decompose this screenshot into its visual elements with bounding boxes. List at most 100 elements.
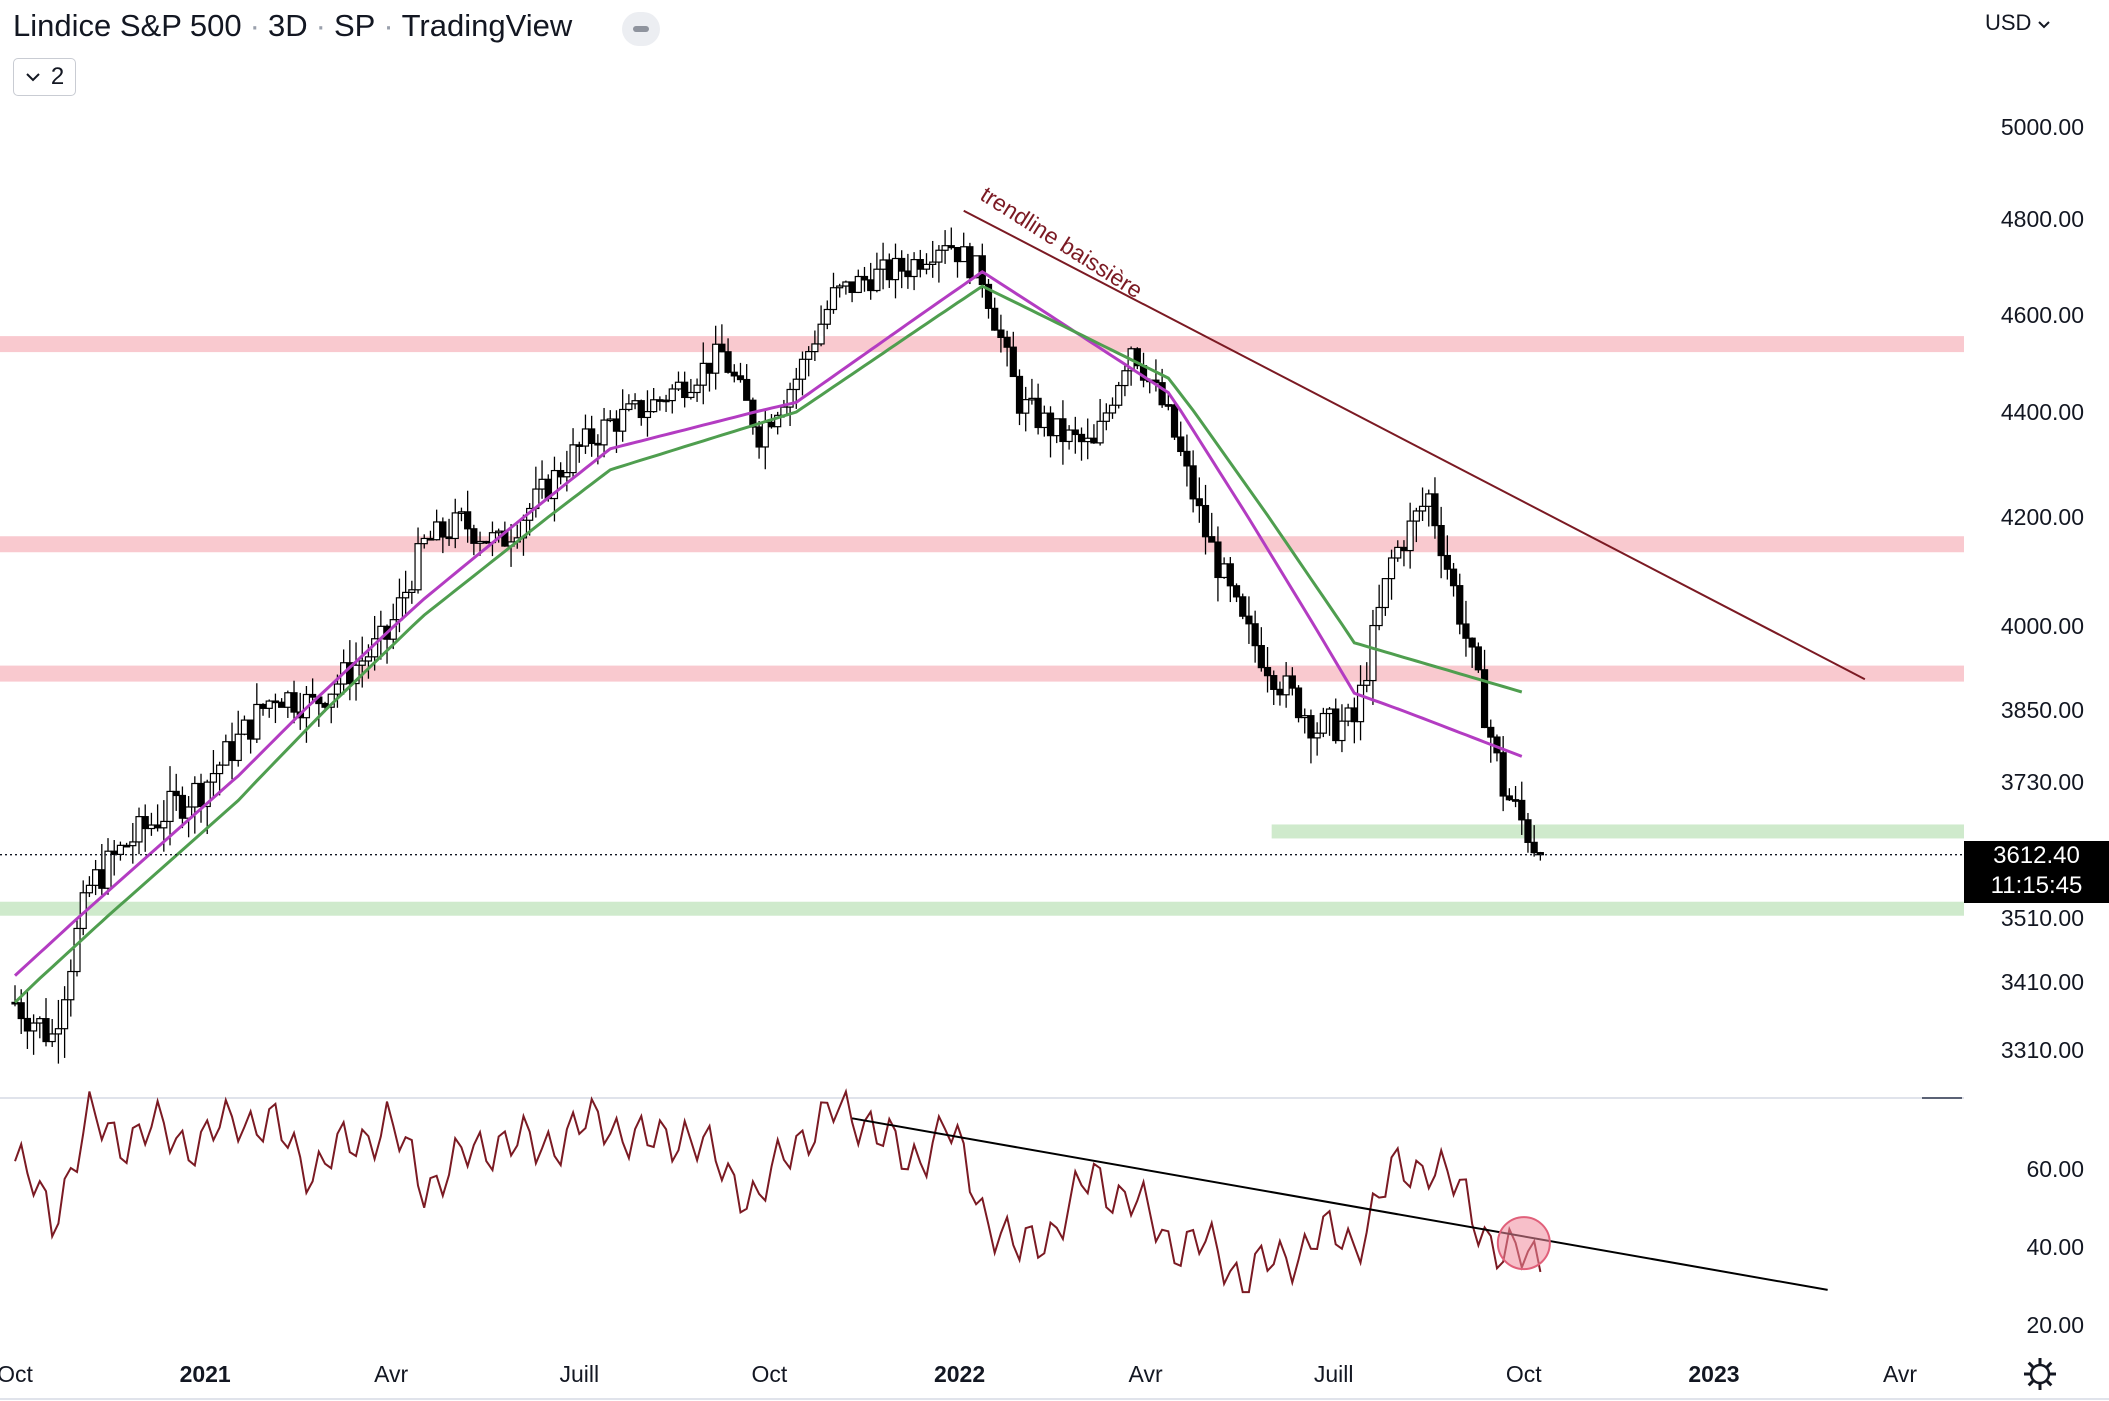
price-tick-label: 4800.00 xyxy=(2001,206,2084,232)
candle-body xyxy=(1003,336,1011,348)
rsi-line xyxy=(14,1088,1542,1294)
candle-body xyxy=(867,279,875,292)
candle-body xyxy=(674,381,683,390)
candle-body xyxy=(240,719,249,735)
candle-body xyxy=(898,257,906,272)
candle-body xyxy=(1443,554,1451,570)
candle-body xyxy=(364,656,373,662)
candle-body xyxy=(1077,433,1086,443)
candle-body xyxy=(123,844,131,848)
candle-body xyxy=(1059,418,1067,443)
candle-body xyxy=(247,719,255,740)
candle-body xyxy=(1170,404,1179,438)
last-price-tag: 3612.40 11:15:45 xyxy=(1964,840,2109,903)
candle-body xyxy=(594,442,602,446)
price-tick-label: 3510.00 xyxy=(2001,905,2084,931)
candle-body xyxy=(991,307,999,331)
candle-body xyxy=(1220,563,1228,579)
candle-body xyxy=(1226,563,1234,587)
rsi-trendline xyxy=(851,1117,1828,1291)
candle-body xyxy=(575,444,583,447)
candle-body xyxy=(253,703,261,740)
rsi-tick-label: 40.00 xyxy=(2026,1234,2084,1260)
price-tick-label: 5000.00 xyxy=(2001,114,2084,140)
resistance-zone xyxy=(0,336,1964,353)
candle-body xyxy=(1511,799,1520,802)
candle-body xyxy=(1505,795,1513,801)
time-tick-label: Oct xyxy=(1506,1361,1542,1387)
candle-body xyxy=(699,362,707,386)
candle-body xyxy=(265,700,273,709)
candle-body xyxy=(1363,679,1371,686)
time-axis[interactable]: Oct 2021 Avr Juill Oct 2022 Avr Juill Oct 2023 Avr xyxy=(0,1361,1917,1387)
interval-label[interactable]: 3D xyxy=(267,8,308,43)
candle-body xyxy=(154,824,162,829)
currency-selector[interactable]: USD xyxy=(1985,10,2050,36)
time-tick-label: Avr xyxy=(374,1361,408,1387)
candle-body xyxy=(643,411,652,419)
time-tick-label: Avr xyxy=(1883,1361,1917,1387)
candle-body xyxy=(1394,546,1402,559)
candle-body xyxy=(290,692,298,713)
candle-body xyxy=(17,1002,25,1020)
gear-icon[interactable] xyxy=(2022,1356,2058,1392)
candle-body xyxy=(259,703,267,709)
candle-body xyxy=(1133,348,1141,367)
candle-body xyxy=(637,400,645,419)
candle-body xyxy=(464,511,472,530)
indicators-toggle-button[interactable]: 2 xyxy=(13,58,76,96)
candle-body xyxy=(85,884,94,894)
candle-body xyxy=(922,263,931,270)
candle-body xyxy=(1065,429,1073,443)
price-axis[interactable]: 5000.00 4800.00 4600.00 4400.00 4200.00 4000.… xyxy=(2001,114,2084,1063)
candle-body xyxy=(1313,732,1321,739)
candle-body xyxy=(879,259,887,270)
candle-body xyxy=(476,540,484,544)
candle-body xyxy=(1121,370,1129,387)
price-zones xyxy=(0,336,1964,916)
candle-body xyxy=(743,378,751,401)
eye-icon[interactable] xyxy=(622,12,660,46)
candle-body xyxy=(947,245,955,249)
rsi-tick-label: 20.00 xyxy=(2026,1312,2084,1338)
candle-body xyxy=(681,381,689,399)
rsi-breakout-marker xyxy=(1496,1216,1551,1271)
candle-body xyxy=(11,1001,19,1005)
bar-countdown: 11:15:45 xyxy=(1990,871,2083,899)
candle-body xyxy=(23,1017,32,1032)
candlestick-series xyxy=(11,227,1544,1064)
candle-body xyxy=(581,428,590,447)
candle-body xyxy=(588,428,596,445)
candle-body xyxy=(606,418,614,422)
symbol-name[interactable]: Lindice S&P 500 xyxy=(13,8,242,43)
candle-body xyxy=(538,478,546,490)
candle-body xyxy=(1356,684,1365,723)
candle-body xyxy=(1046,412,1055,437)
candle-body xyxy=(451,512,459,540)
candle-body xyxy=(1257,645,1265,669)
candle-body xyxy=(54,1028,63,1035)
candle-body xyxy=(786,388,794,408)
candle-body xyxy=(1158,382,1166,406)
moving-averages xyxy=(13,269,1523,1004)
candle-body xyxy=(178,794,187,819)
candle-body xyxy=(1307,715,1315,739)
rsi-tick-label: 60.00 xyxy=(2026,1156,2084,1182)
candle-body xyxy=(656,399,664,402)
candle-body xyxy=(48,1033,56,1043)
candle-body xyxy=(1102,412,1110,422)
candle-body xyxy=(414,543,422,591)
candle-body xyxy=(67,970,75,1001)
candle-body xyxy=(104,850,112,889)
candle-body xyxy=(1480,669,1489,729)
candle-body xyxy=(1096,420,1104,444)
candle-body xyxy=(1449,568,1458,587)
candle-body xyxy=(1425,493,1433,507)
candle-body xyxy=(457,511,466,514)
candle-body xyxy=(1518,799,1526,821)
time-tick-label: Oct xyxy=(752,1361,788,1387)
candle-body xyxy=(823,308,831,325)
candle-body xyxy=(1325,708,1334,715)
candle-body xyxy=(129,841,137,847)
